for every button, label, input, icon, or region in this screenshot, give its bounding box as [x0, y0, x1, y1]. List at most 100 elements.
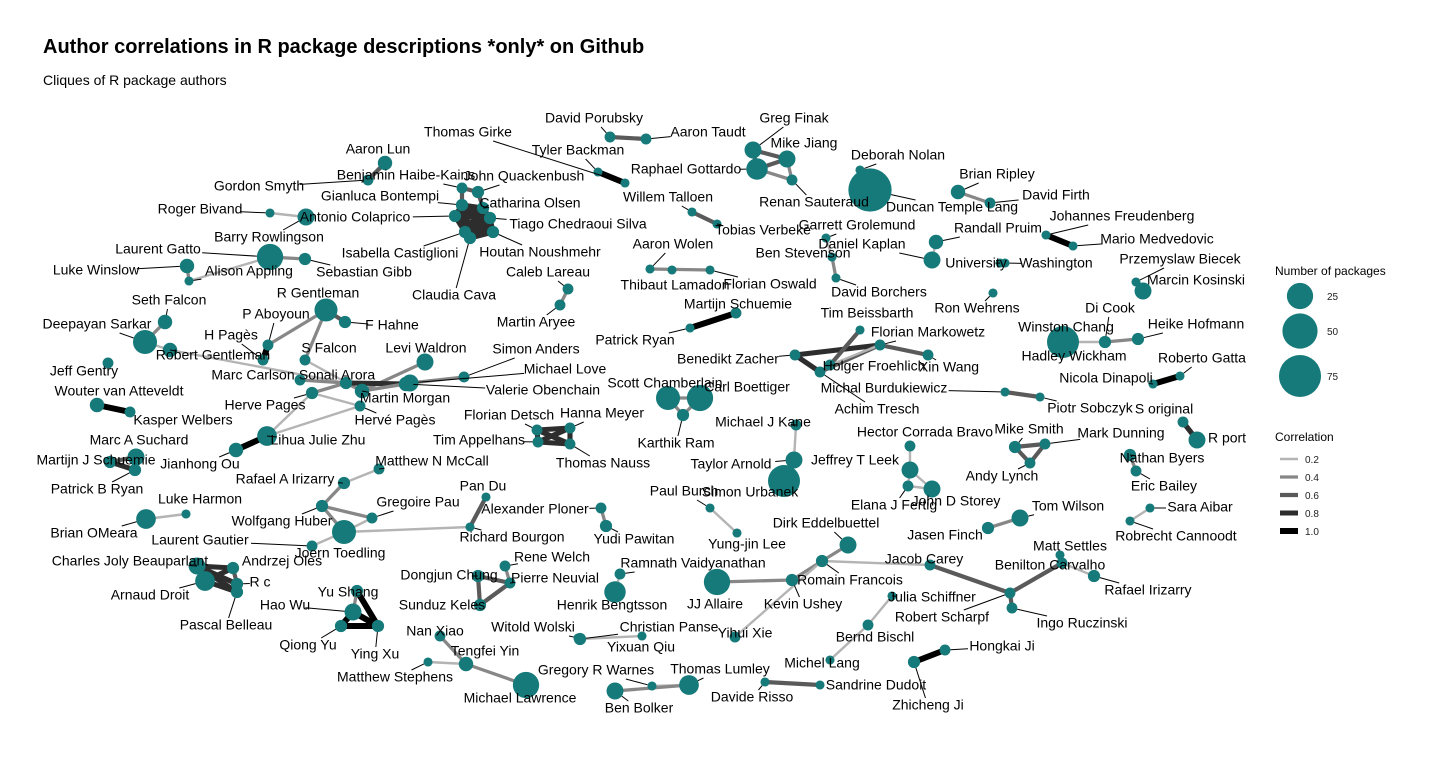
node-label-pryan: Patrick B Ryan	[51, 481, 144, 497]
node-yjlee	[732, 528, 742, 538]
node-label-rpruim: Randall Pruim	[954, 220, 1042, 236]
node-dborchers	[831, 273, 841, 283]
legend-size-swatch-75	[1278, 354, 1322, 398]
node-label-mkane: Michael J Kane	[715, 414, 811, 430]
node-label-pneuvial: Pierre Neuvial	[511, 570, 599, 586]
node-label-hpages2: Herve Pages	[225, 397, 306, 413]
node-label-jcarey: Jacob Carey	[885, 551, 964, 567]
leader-line-rcannoodt	[1134, 522, 1154, 530]
leader-line-gbontempi	[437, 202, 456, 205]
node-label-acolaprico: Antonio Colaprico	[300, 209, 411, 225]
node-label-mkosinski: Marcin Kosinski	[1147, 272, 1245, 288]
node-label-nbyers: Nathan Byers	[1120, 450, 1205, 466]
node-label-drisso: Davide Risso	[711, 689, 794, 705]
node-label-sarora: Sonali Arora	[299, 367, 375, 383]
node-rbourgon	[465, 522, 475, 532]
leader-line-mmccall	[378, 467, 385, 470]
leader-line-hpages3	[364, 407, 377, 414]
node-label-dtlang: Duncan Temple Lang	[886, 199, 1018, 215]
legend-size-title: Number of packages	[1275, 264, 1386, 278]
legend-correlation-label-0.8: 0.8	[1305, 509, 1319, 520]
node-label-jallaire: JJ Allaire	[687, 596, 743, 612]
node-label-icastig: Isabella Castiglioni	[342, 245, 459, 261]
leader-line-kushey	[794, 585, 800, 598]
leader-line-efertig	[899, 490, 906, 499]
chart-title: Author correlations in R package descrip…	[43, 36, 645, 58]
node-label-lgautier: Laurent Gautier	[151, 532, 249, 548]
node-label-nxiao: Nan Xiao	[406, 623, 464, 639]
leader-line-kram	[677, 420, 683, 437]
node-label-mschuemie: Martijn J Schuemie	[36, 452, 155, 468]
node-schamberlain	[655, 385, 681, 411]
node-jou	[228, 442, 244, 458]
node-rgentleman	[314, 298, 338, 322]
edge-mmorgan-vobenchain	[360, 382, 408, 393]
node-whuber	[315, 499, 329, 513]
leader-line-rscharpf	[963, 594, 1006, 611]
node-label-gfinak: Greg Finak	[759, 110, 829, 126]
node-hhofmann	[1131, 332, 1145, 346]
leader-line-browlingson	[282, 220, 299, 231]
node-label-bhk: Benjamin Haibe-Kains	[337, 167, 476, 183]
edge-rbourgon-pandu	[467, 494, 489, 530]
legend-correlation-title: Correlation	[1275, 430, 1334, 444]
node-fdetsch	[531, 424, 543, 436]
leader-line-wwolski	[568, 635, 574, 638]
leader-line-tlumley	[697, 677, 704, 682]
node-rsauteraud	[786, 174, 798, 186]
edge-dporubsky-ataudt	[607, 134, 649, 142]
node-ggrolemund	[821, 233, 831, 243]
leader-line-mmorgan	[361, 390, 370, 393]
node-tnauss	[564, 438, 576, 450]
leader-line-hmeyer	[574, 421, 584, 427]
leader-line-clareau	[557, 280, 565, 286]
node-lgautier	[306, 540, 318, 552]
node-label-mdunning: Mark Dunning	[1077, 425, 1164, 441]
node-label-dcook: Di Cook	[1085, 300, 1136, 316]
node-dtlang	[848, 168, 892, 212]
leader-line-psobczyk	[1044, 397, 1057, 402]
leader-line-haowu	[305, 607, 345, 612]
node-label-rport: R port	[1208, 430, 1246, 446]
leader-line-adroit	[179, 583, 196, 589]
node-label-pagoyoun: P Aboyoun	[242, 306, 309, 322]
edge-rfrancois-yxie	[733, 559, 824, 639]
node-label-efertig: Elana J Fertig	[851, 497, 937, 513]
node-label-rgentleman2: Robert Gentleman	[156, 347, 270, 363]
edge-rscharpf-jcarey	[927, 562, 1013, 596]
edge-hpages3-lzhu	[265, 404, 362, 438]
node-mlang	[825, 655, 835, 665]
node-bbischl	[862, 619, 874, 631]
leader-line-hhofmann	[1143, 332, 1163, 339]
node-rport	[1188, 431, 1206, 449]
node-label-deddelbuettel: Dirk Eddelbuettel	[773, 515, 880, 531]
leader-line-pbelleau	[228, 597, 236, 619]
node-adroit	[195, 571, 215, 591]
node-label-msmith: Mike Smith	[994, 421, 1063, 437]
node-label-tgirke: Thomas Girke	[424, 124, 512, 140]
node-atresch	[814, 366, 826, 378]
node-hpages2	[305, 386, 319, 400]
node-dkaplan	[923, 251, 941, 269]
node-label-sfalcon: Seth Falcon	[132, 292, 207, 308]
leader-line-drisso	[758, 685, 763, 691]
node-label-browlingson: Barry Rowlingson	[214, 229, 324, 245]
node-kwelbers	[124, 406, 136, 418]
node-label-rvaidy: Ramnath Vaidyanathan	[620, 555, 765, 571]
node-label-wchang: Winston Chang	[1018, 319, 1114, 335]
node-ririzarry2	[1087, 569, 1101, 583]
node-label-bbischl: Bernd Bischl	[836, 629, 915, 645]
leader-line-alynch	[1017, 464, 1026, 470]
leader-line-wtalloen	[681, 205, 689, 211]
node-label-sgibb: Sebastian Gibb	[316, 264, 412, 280]
node-label-lwaldron: Levi Waldron	[385, 340, 466, 356]
node-label-jschiffner: Julia Schiffner	[888, 589, 976, 605]
edge-bbischl-mlang	[828, 623, 870, 662]
node-label-lzhu: Lihua Julie Zhu	[271, 432, 366, 448]
node-label-tomwilson: Tom Wilson	[1032, 498, 1104, 514]
leader-line-mburdukiewicz	[948, 390, 1001, 393]
leader-line-gwarnes	[625, 678, 648, 686]
leader-line-jfreud	[1050, 224, 1089, 235]
node-label-kwelbers: Kasper Welbers	[133, 412, 232, 428]
node-label-dsarkar: Deepayan Sarkar	[43, 316, 152, 332]
